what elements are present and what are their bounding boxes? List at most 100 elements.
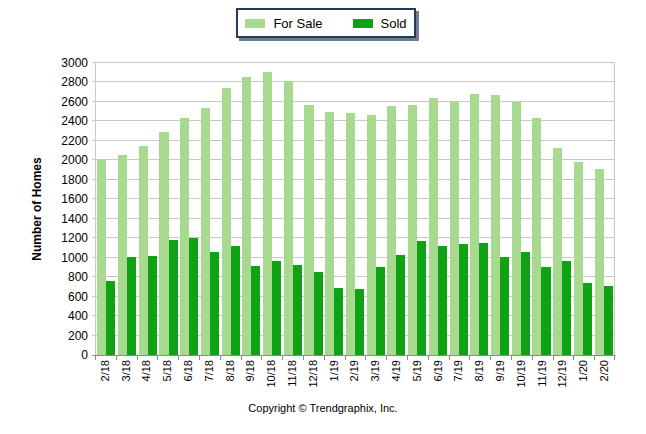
bar-group-12-19 xyxy=(552,63,573,355)
x-tick-label: 2/19 xyxy=(349,360,360,381)
x-tick-label: 1/19 xyxy=(329,360,340,381)
bar-group-7-18 xyxy=(200,63,221,355)
sold-bar xyxy=(438,246,447,355)
bar-group-8-18 xyxy=(220,63,241,355)
sold-bar xyxy=(106,281,115,355)
x-tick-label: 5/19 xyxy=(412,360,423,381)
x-tick-label: 3/19 xyxy=(370,360,381,381)
y-tick-label: 400 xyxy=(0,310,88,322)
sold-bar xyxy=(500,257,509,355)
for-sale-bar xyxy=(304,105,313,355)
bar-group-7-19 xyxy=(448,63,469,355)
x-label-cell: 8/18 xyxy=(220,360,241,398)
x-label-cell: 2/19 xyxy=(345,360,366,398)
sold-bar xyxy=(272,261,281,355)
for-sale-bar xyxy=(491,95,500,355)
for-sale-bar xyxy=(159,132,168,355)
for-sale-bar xyxy=(325,112,334,355)
bar-group-10-19 xyxy=(510,63,531,355)
for-sale-bar xyxy=(346,113,355,355)
x-label-cell: 2/18 xyxy=(95,360,116,398)
x-tick-label: 6/18 xyxy=(183,360,194,381)
sold-bar xyxy=(127,257,136,355)
legend-item-sold: Sold xyxy=(353,17,407,30)
sold-bar xyxy=(189,238,198,355)
x-tick-label: 10/18 xyxy=(266,360,277,388)
sold-bar xyxy=(169,240,178,355)
legend-item-for-sale: For Sale xyxy=(245,17,322,30)
sold-bar xyxy=(604,286,613,355)
bar-group-1-20 xyxy=(573,63,594,355)
bar-group-1-19 xyxy=(324,63,345,355)
bar-group-5-19 xyxy=(407,63,428,355)
x-tick-label: 10/19 xyxy=(516,360,527,388)
sold-legend-label: Sold xyxy=(381,17,407,30)
bar-group-12-18 xyxy=(303,63,324,355)
bar-group-10-18 xyxy=(262,63,283,355)
x-label-cell: 5/19 xyxy=(407,360,428,398)
sold-bar xyxy=(251,266,260,355)
bar-group-11-18 xyxy=(282,63,303,355)
x-label-cell: 1/20 xyxy=(573,360,594,398)
plot-area xyxy=(95,63,615,355)
sold-bar xyxy=(334,288,343,355)
x-label-cell: 7/19 xyxy=(449,360,470,398)
for-sale-bar xyxy=(263,72,272,355)
for-sale-bar xyxy=(97,160,106,355)
y-tick-label: 0 xyxy=(0,349,88,361)
for-sale-swatch xyxy=(245,19,265,28)
sold-bar xyxy=(376,267,385,355)
y-tick-label: 600 xyxy=(0,291,88,303)
for-sale-bar xyxy=(595,169,604,355)
x-label-cell: 1/19 xyxy=(324,360,345,398)
x-tick-label: 1/20 xyxy=(578,360,589,381)
sold-bar xyxy=(459,244,468,355)
y-axis-labels: 0200400600800100012001400160018002000220… xyxy=(0,63,88,355)
x-tick-label: 7/18 xyxy=(204,360,215,381)
for-sale-bar xyxy=(367,115,376,355)
bar-group-9-19 xyxy=(490,63,511,355)
legend: For Sale Sold xyxy=(236,8,416,38)
bar-group-6-19 xyxy=(428,63,449,355)
sold-bar xyxy=(479,243,488,355)
bar-group-9-18 xyxy=(241,63,262,355)
x-label-cell: 3/18 xyxy=(116,360,137,398)
x-label-cell: 9/19 xyxy=(490,360,511,398)
x-label-cell: 4/19 xyxy=(386,360,407,398)
sold-bar xyxy=(210,252,219,355)
sold-bar xyxy=(148,256,157,355)
for-sale-bar xyxy=(139,146,148,355)
for-sale-bar xyxy=(408,105,417,355)
x-tick-label: 9/18 xyxy=(245,360,256,381)
for-sale-bar xyxy=(284,81,293,355)
y-tick-label: 3000 xyxy=(0,57,88,69)
x-tick-label: 9/19 xyxy=(495,360,506,381)
y-tick-label: 1000 xyxy=(0,252,88,264)
x-label-cell: 7/18 xyxy=(199,360,220,398)
y-tick-label: 1400 xyxy=(0,213,88,225)
sold-bar xyxy=(314,272,323,355)
sold-swatch xyxy=(353,19,373,28)
x-label-cell: 10/19 xyxy=(511,360,532,398)
for-sale-bar xyxy=(429,98,438,355)
x-tick-label: 2/18 xyxy=(100,360,111,381)
x-tick-label: 8/19 xyxy=(474,360,485,381)
x-label-cell: 11/19 xyxy=(532,360,553,398)
sold-bar xyxy=(396,255,405,355)
x-label-cell: 5/18 xyxy=(157,360,178,398)
y-tick-label: 200 xyxy=(0,330,88,342)
x-label-cell: 2/20 xyxy=(594,360,615,398)
y-tick-label: 2200 xyxy=(0,135,88,147)
bar-group-4-18 xyxy=(137,63,158,355)
for-sale-bar xyxy=(118,155,127,355)
bar-group-3-18 xyxy=(117,63,138,355)
for-sale-bar xyxy=(512,102,521,355)
sold-bar xyxy=(417,241,426,355)
x-tick-label: 11/19 xyxy=(537,360,548,387)
sold-bar xyxy=(583,283,592,355)
sold-bar xyxy=(293,265,302,355)
x-label-cell: 3/19 xyxy=(365,360,386,398)
x-label-cell: 6/19 xyxy=(428,360,449,398)
sold-bar xyxy=(562,261,571,355)
x-tick-label: 12/18 xyxy=(308,360,319,388)
